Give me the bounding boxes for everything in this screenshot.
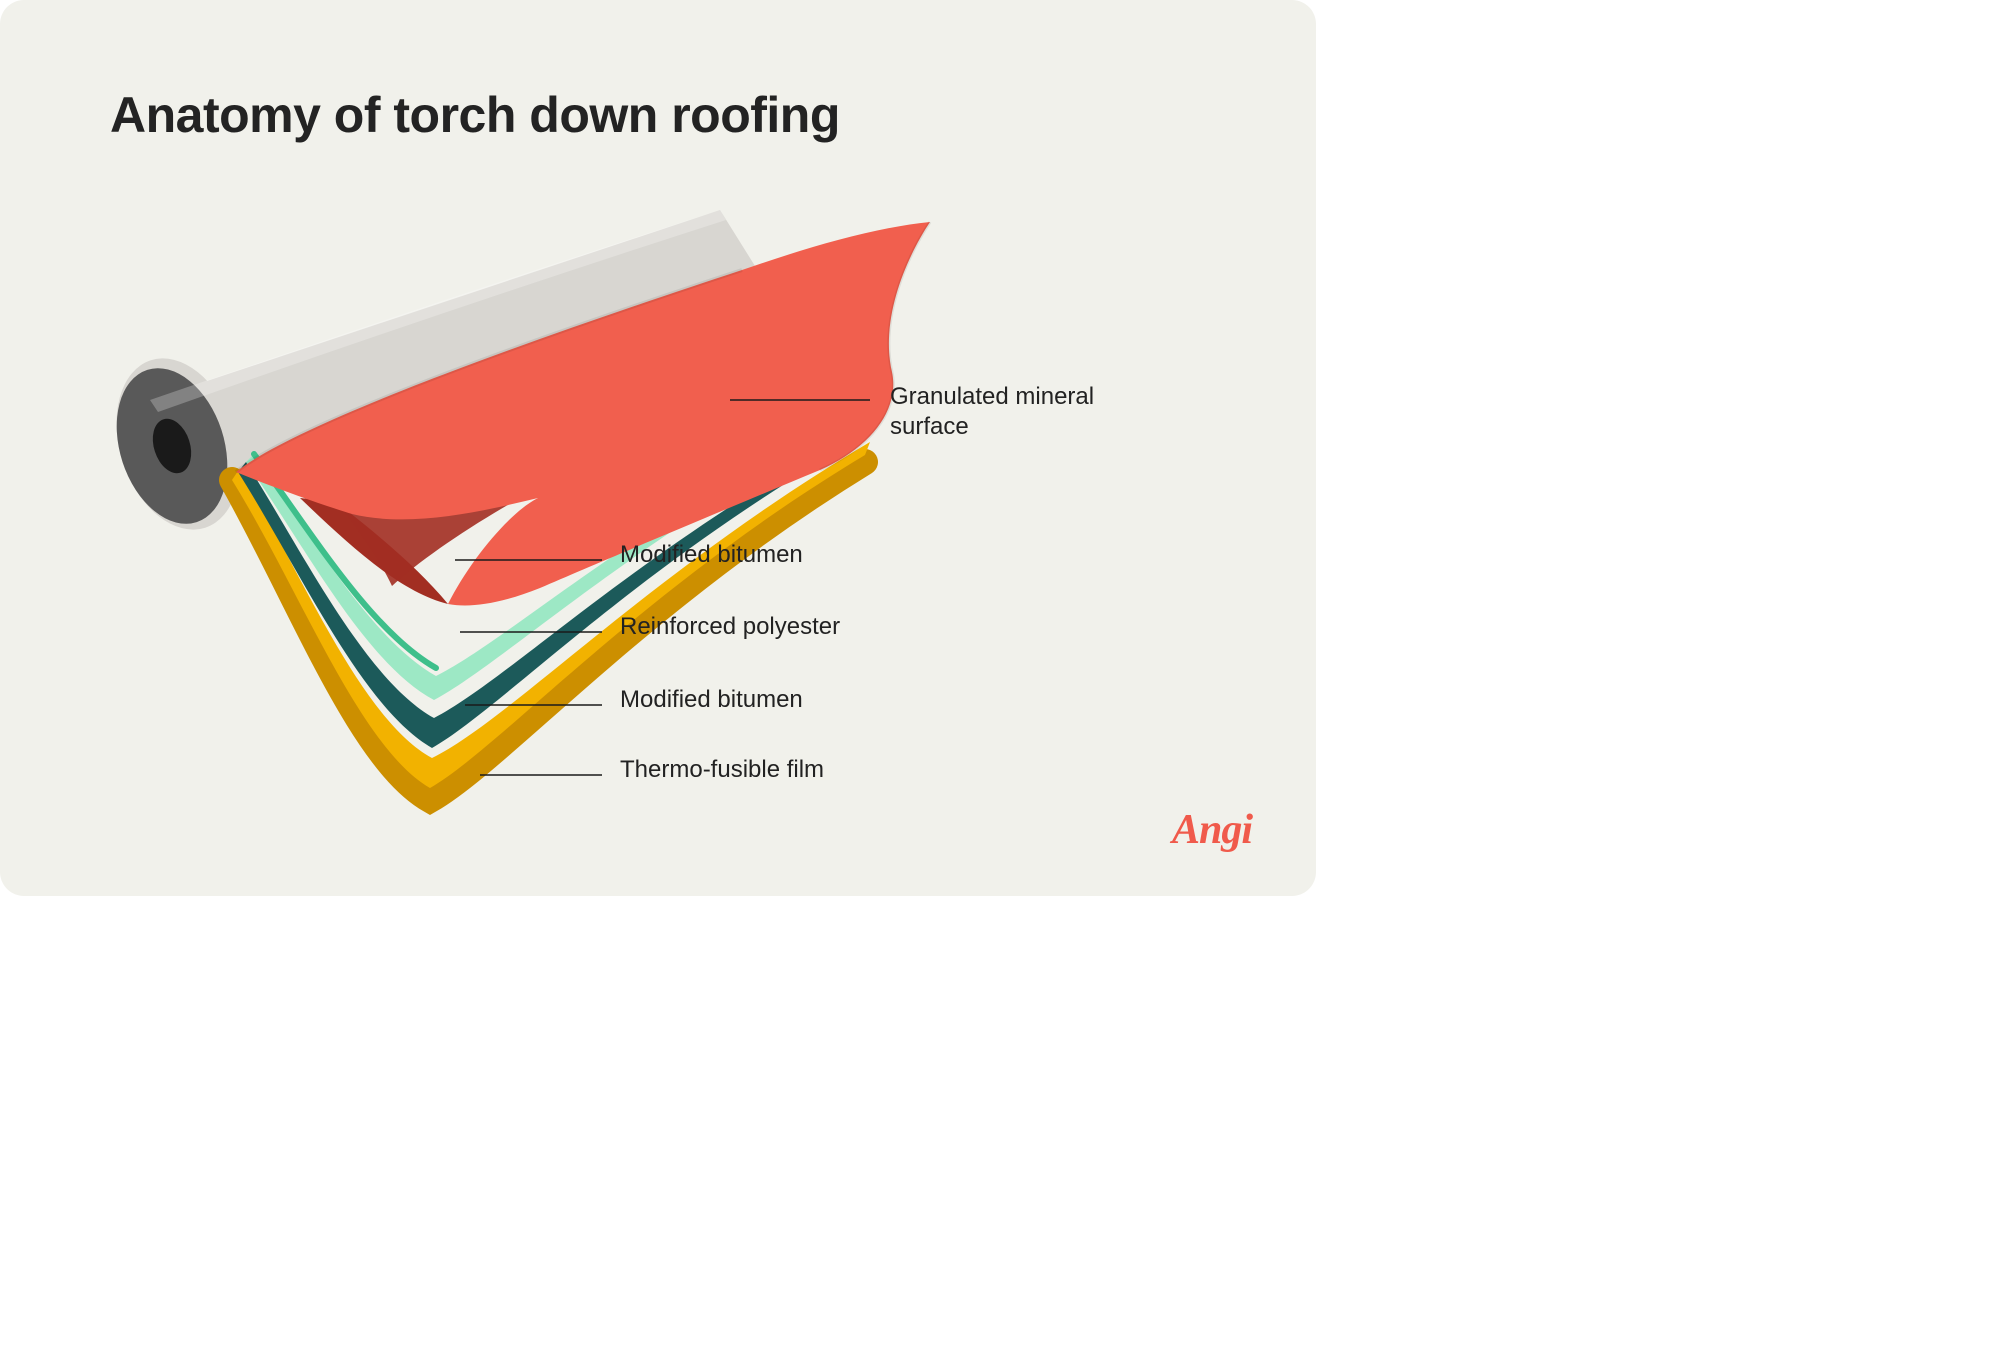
layer-label: Thermo-fusible film: [620, 755, 824, 785]
layer-label: Modified bitumen: [620, 540, 803, 570]
layer-label: Modified bitumen: [620, 685, 803, 715]
infographic-card: Anatomy of torch down roofing Granulated…: [0, 0, 1316, 896]
brand-logo: Angi: [1172, 806, 1252, 854]
layer-label: Granulated mineral surface: [890, 382, 1094, 442]
layer-label: Reinforced polyester: [620, 612, 840, 642]
